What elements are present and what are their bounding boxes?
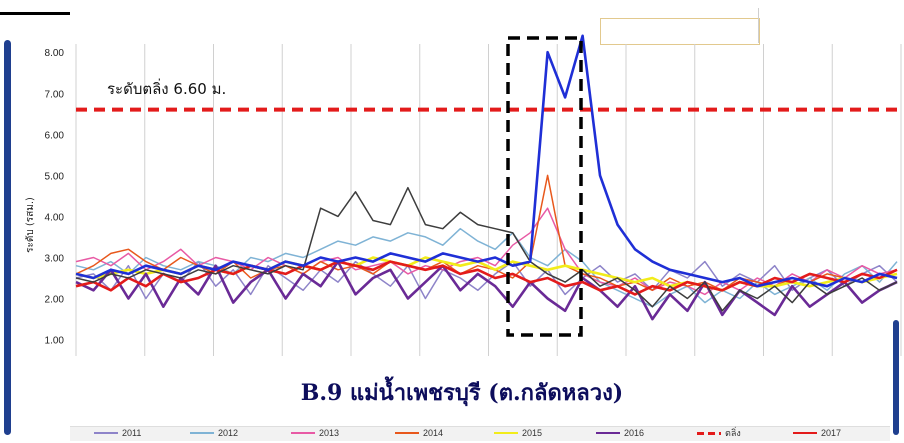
header-tab-line bbox=[0, 0, 70, 15]
legend-swatch bbox=[697, 431, 721, 435]
highlight-layer bbox=[506, 36, 583, 337]
legend-item: 2014 bbox=[395, 426, 443, 440]
legend-item: 2017 bbox=[793, 426, 841, 440]
legend-label: 2012 bbox=[218, 428, 239, 438]
legend-swatch bbox=[94, 432, 118, 434]
legend-label: 2013 bbox=[319, 428, 340, 438]
legend-box-top bbox=[600, 18, 760, 45]
legend-label: 2015 bbox=[522, 428, 543, 438]
legend-item: 2015 bbox=[494, 426, 542, 440]
legend-item: 2016 bbox=[596, 426, 644, 440]
series-lines bbox=[75, 34, 898, 321]
legend-label: 2014 bbox=[423, 428, 444, 438]
legend-swatch bbox=[395, 432, 419, 434]
y-tick-label: 3.00 bbox=[45, 253, 65, 264]
legend-bar bbox=[70, 426, 890, 441]
legend-swatch bbox=[596, 432, 620, 434]
legend-item: 2013 bbox=[291, 426, 339, 440]
legend-label: 2011 bbox=[122, 428, 142, 438]
y-tick-label: 4.00 bbox=[45, 212, 65, 223]
legend-label: ตลิ่ง bbox=[725, 428, 741, 438]
legend-item: ตลิ่ง bbox=[697, 426, 741, 440]
legend-swatch bbox=[291, 432, 315, 434]
legend-swatch bbox=[494, 432, 518, 434]
threshold-label: ระดับตลิ่ง 6.60 ม. bbox=[107, 78, 226, 98]
y-tick-label: 2.00 bbox=[45, 295, 65, 306]
chart-title: B.9 แม่น้ำเพชรบุรี (ต.กลัดหลวง) bbox=[301, 376, 623, 407]
legend-label: 2017 bbox=[821, 428, 842, 438]
right-accent-bar bbox=[893, 320, 899, 435]
y-tick-label: 8.00 bbox=[45, 48, 65, 59]
y-tick-label: 7.00 bbox=[45, 89, 65, 100]
y-tick-label: 1.00 bbox=[45, 336, 65, 347]
y-axis-ticks: 1.00 2.00 3.00 4.00 5.00 6.00 7.00 8.00 bbox=[45, 48, 65, 346]
legend-swatch bbox=[190, 432, 214, 434]
series-line-unlabeled bbox=[75, 34, 898, 288]
legend-label: 2016 bbox=[624, 428, 645, 438]
y-axis-label: ระดับ (รสม.) bbox=[25, 197, 36, 253]
y-tick-label: 5.00 bbox=[45, 171, 65, 182]
left-accent-bar bbox=[4, 40, 11, 435]
legend-item: 2012 bbox=[190, 426, 238, 440]
y-tick-label: 6.00 bbox=[45, 130, 65, 141]
panel-right-top bbox=[758, 8, 904, 43]
legend-item: 2011 bbox=[94, 426, 141, 440]
series-line-2013 bbox=[75, 207, 898, 296]
highlight-box bbox=[506, 36, 583, 337]
series-line-unlabeled bbox=[75, 186, 898, 312]
legend-swatch bbox=[793, 432, 817, 434]
